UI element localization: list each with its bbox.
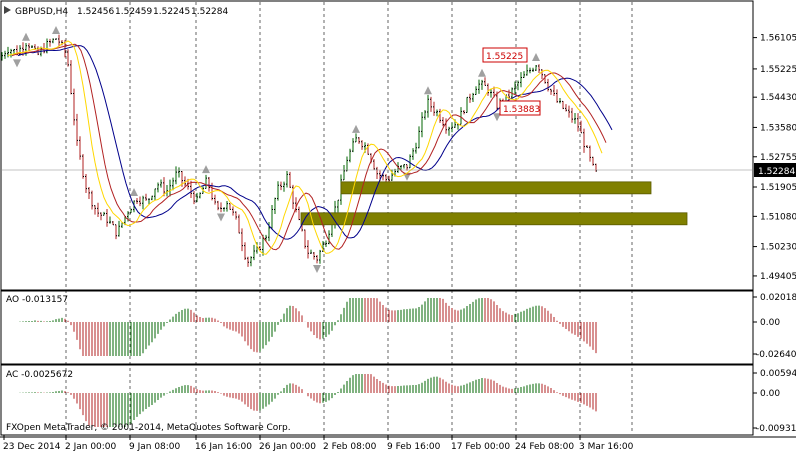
ohlc-open: 1.52456 <box>77 7 114 17</box>
svg-text:1.53883: 1.53883 <box>503 105 540 115</box>
time-label: 16 Jan 16:00 <box>195 442 252 452</box>
price-marker-2: 1.53883 <box>499 100 541 116</box>
moving-average-yellow <box>7 40 603 255</box>
time-label: 2 Feb 08:00 <box>323 442 377 452</box>
fractal-up-icon <box>202 165 210 174</box>
fractal-up-icon <box>532 53 540 62</box>
price-tick-label: 1.52755 <box>760 153 796 163</box>
time-label: 23 Dec 2014 <box>3 442 61 452</box>
price-panel-frame <box>0 0 754 291</box>
fractal-markers <box>13 25 540 274</box>
ac-label: AC -0.0025672 <box>6 370 73 380</box>
svg-text:-0.026401: -0.026401 <box>756 350 796 360</box>
collapse-triangle-icon[interactable] <box>4 6 11 14</box>
copyright-text: FXOpen MetaTrader, © 2001-2014, MetaQuot… <box>6 423 291 433</box>
accelerator-oscillator-histogram <box>19 374 597 427</box>
price-marker-1: 1.55225 <box>482 47 528 63</box>
ohlc-low: 1.52245 <box>153 7 190 17</box>
fractal-down-icon <box>493 113 501 122</box>
svg-text:0.020182: 0.020182 <box>760 293 796 303</box>
price-tick-label: 1.54430 <box>760 93 796 103</box>
time-label: 2 Jan 00:00 <box>65 442 117 452</box>
svg-text:-0.009314: -0.009314 <box>756 424 796 434</box>
current-price-tag: 1.52284 <box>754 163 796 177</box>
ao-axis: 0.020182 0.00 -0.026401 <box>753 293 796 360</box>
awesome-oscillator-histogram <box>19 298 597 356</box>
time-label: 3 Mar 16:00 <box>579 442 634 452</box>
moving-average-red <box>11 43 607 251</box>
fractal-up-icon <box>478 68 486 77</box>
time-label: 9 Feb 16:00 <box>387 442 441 452</box>
ohlc-high: 1.52459 <box>115 7 152 17</box>
fractal-up-icon <box>22 32 30 41</box>
fractal-up-icon <box>130 188 138 197</box>
price-tick-label: 1.53580 <box>760 123 796 133</box>
price-axis[interactable]: 1.56105 1.55225 1.54430 1.53580 1.52755 1.519… <box>753 34 796 282</box>
chart-header: GBPUSD,H4 1.52456 1.52459 1.52245 1.5228… <box>4 6 228 17</box>
svg-text:0.00: 0.00 <box>760 318 780 328</box>
ohlc-close: 1.52284 <box>191 7 228 17</box>
fractal-up-icon <box>352 124 360 133</box>
svg-text:1.52284: 1.52284 <box>758 167 795 177</box>
ao-label: AO -0.013157 <box>6 295 68 305</box>
ac-panel-frame <box>0 364 754 436</box>
time-label: 26 Jan 00:00 <box>259 442 316 452</box>
support-zones <box>300 181 688 226</box>
time-label: 17 Feb 00:00 <box>451 442 510 452</box>
time-label: 9 Jan 08:00 <box>129 442 181 452</box>
fractal-down-icon <box>13 59 21 68</box>
price-tick-label: 1.51080 <box>760 212 796 222</box>
svg-text:1.55225: 1.55225 <box>486 52 523 62</box>
price-tick-label: 1.49405 <box>760 272 796 282</box>
zone-rect <box>300 212 688 226</box>
price-tick-label: 1.55225 <box>760 65 796 75</box>
fractal-up-icon <box>52 25 60 34</box>
price-tick-label: 1.56105 <box>760 34 796 44</box>
symbol-timeframe: GBPUSD,H4 <box>15 7 68 17</box>
zone-rect <box>340 181 652 195</box>
price-tick-label: 1.50230 <box>760 243 796 253</box>
fractal-down-icon <box>217 213 225 222</box>
moving-average-blue <box>17 45 613 240</box>
time-axis[interactable]: 23 Dec 2014 2 Jan 00:00 9 Jan 08:00 16 Jan … <box>0 435 796 452</box>
ao-panel-frame <box>0 290 754 365</box>
candlesticks <box>1 34 597 267</box>
fractal-down-icon <box>313 265 321 274</box>
svg-text:0.00: 0.00 <box>760 389 780 399</box>
fractal-up-icon <box>424 86 432 95</box>
time-label: 24 Feb 08:00 <box>515 442 574 452</box>
price-tick-label: 1.51905 <box>760 183 796 193</box>
